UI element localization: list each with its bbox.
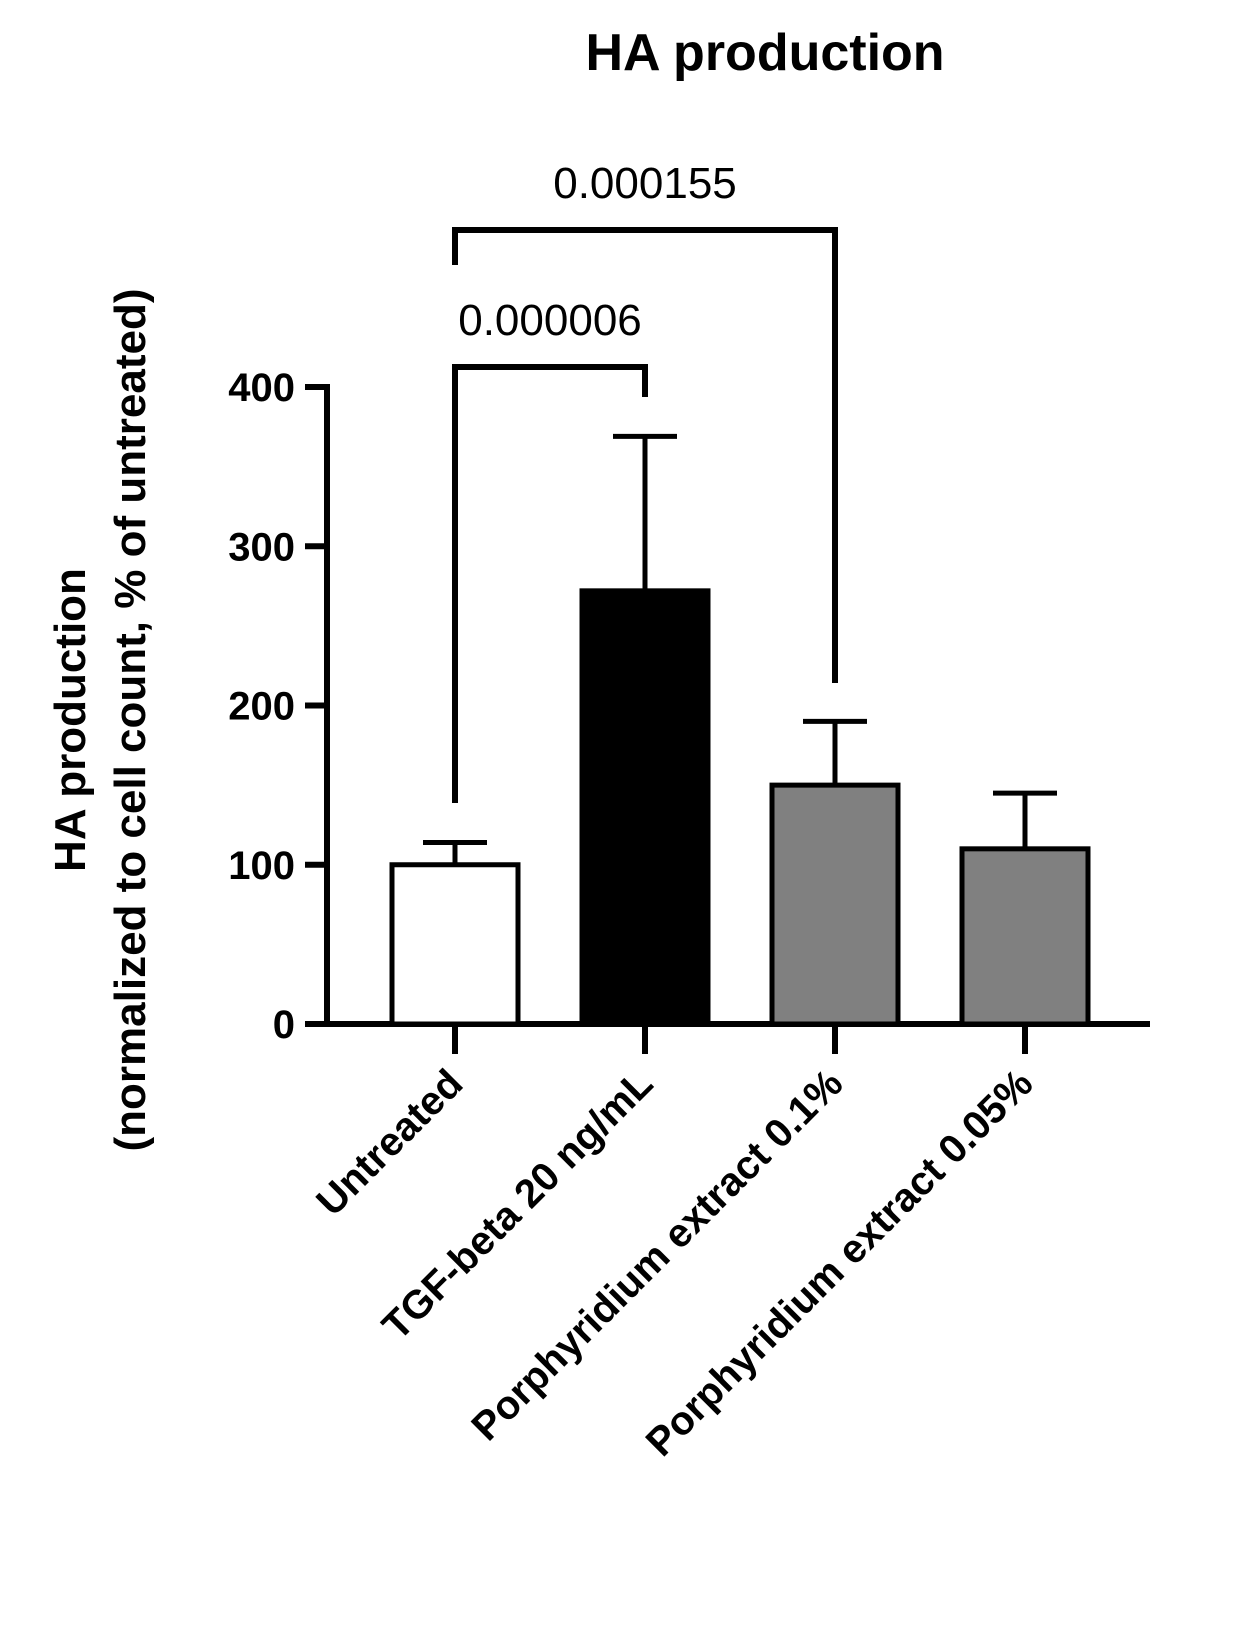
bar xyxy=(389,862,521,1027)
x-tick-label: Porphyridium extract 0.05% xyxy=(638,1061,1042,1465)
significance-label: 0.000006 xyxy=(458,296,642,345)
bar xyxy=(769,782,901,1027)
y-tick-label: 200 xyxy=(228,685,295,729)
y-axis-label-line2: (normalized to cell count, % of untreate… xyxy=(106,289,155,1152)
x-tick-label: Porphyridium extract 0.1% xyxy=(463,1061,851,1449)
bar xyxy=(959,846,1091,1027)
y-tick-label: 100 xyxy=(228,844,295,888)
bar xyxy=(579,588,711,1027)
chart-title: HA production xyxy=(585,24,944,82)
y-axis-label: HA production (normalized to cell count,… xyxy=(46,289,155,1152)
x-tick-label: Untreated xyxy=(308,1061,471,1224)
significance-label: 0.000155 xyxy=(553,159,737,208)
y-tick-label: 400 xyxy=(228,366,295,410)
y-axis-label-line1: HA production xyxy=(46,568,95,872)
y-tick-label: 0 xyxy=(273,1003,295,1047)
y-tick-label: 300 xyxy=(228,525,295,569)
